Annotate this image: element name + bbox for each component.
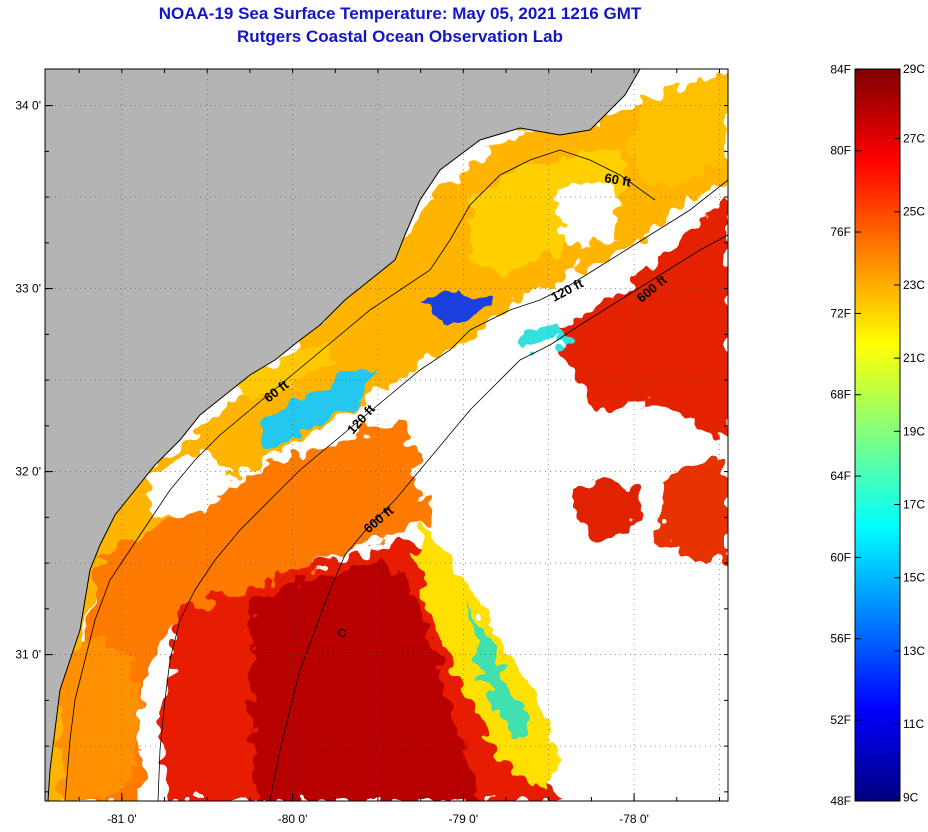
y-tick-label: 31 0'	[15, 648, 41, 662]
f-tick-label: 52F	[830, 713, 851, 727]
longitude-axis: -81 0' -80 0' -79 0' -78 0'	[78, 69, 720, 826]
offshore-warm-e	[660, 455, 728, 560]
f-tick-label: 56F	[830, 632, 851, 646]
x-tick-label: -78 0'	[619, 812, 649, 826]
cloud-patches	[150, 180, 728, 650]
c-tick-label: 25C	[903, 205, 925, 219]
map-frame	[44, 68, 729, 802]
c-tick-label: 27C	[903, 132, 925, 146]
orange-shelf	[60, 420, 430, 801]
f-tick-label: 48F	[830, 794, 851, 808]
lat-lon-grid	[45, 69, 728, 801]
c-tick-label: 11C	[903, 717, 924, 731]
f-tick-label: 80F	[830, 144, 851, 158]
f-tick-label: 84F	[830, 62, 851, 76]
c-tick-label: 29C	[903, 62, 925, 76]
gulf-stream-hot-core	[250, 560, 480, 801]
c-tick-label: 17C	[903, 498, 925, 512]
c-tick-label: 9C	[903, 790, 919, 804]
x-tick-label: -80 0'	[278, 812, 308, 826]
x-tick-label: -79 0'	[449, 812, 479, 826]
y-tick-label: 34 0'	[15, 99, 41, 113]
buoy-marker	[338, 629, 346, 637]
isobath-60ft	[64, 149, 656, 801]
isobath-120ft	[157, 179, 728, 801]
f-tick-label: 60F	[830, 550, 851, 564]
map-subtitle: Rutgers Coastal Ocean Observation Lab	[237, 27, 563, 46]
map-title: NOAA-19 Sea Surface Temperature: May 05,…	[158, 4, 642, 23]
isobath-label: 60 ft	[603, 170, 633, 190]
celsius-scale: 29C 27C 25C 23C 21C 19C 17C 15C 13C 11C 9C	[894, 62, 925, 804]
colorbar-gradient	[854, 68, 901, 802]
land-mass	[45, 69, 640, 801]
y-tick-label: 32 0'	[15, 465, 41, 479]
coastline	[47, 69, 641, 801]
c-tick-label: 21C	[903, 351, 925, 365]
ne-yellow	[630, 75, 728, 190]
north-yellow	[470, 150, 620, 280]
c-tick-label: 19C	[903, 424, 925, 438]
f-tick-label: 76F	[830, 225, 851, 239]
c-tick-label: 15C	[903, 571, 925, 585]
isobath-600ft	[269, 234, 728, 801]
x-tick-label: -81 0'	[107, 812, 137, 826]
shelf-cool-band	[260, 370, 370, 450]
f-tick-label: 72F	[830, 306, 851, 320]
fahrenheit-scale: 84F 80F 76F 72F 68F 64F 60F 56F 52F 48F	[830, 62, 861, 808]
c-tick-label: 23C	[903, 278, 925, 292]
offshore-eddy	[575, 478, 640, 538]
latitude-axis: 34 0' 33 0' 32 0' 31 0'	[15, 99, 728, 793]
coastal-yellow-edge	[230, 340, 340, 400]
cool-streak-2	[470, 600, 530, 740]
f-tick-label: 64F	[830, 469, 851, 483]
y-tick-label: 33 0'	[15, 282, 41, 296]
nearshore-warm-band	[45, 72, 728, 801]
c-tick-label: 13C	[903, 644, 925, 658]
shelf-cool-band-2	[420, 290, 490, 320]
f-tick-label: 68F	[830, 388, 851, 402]
